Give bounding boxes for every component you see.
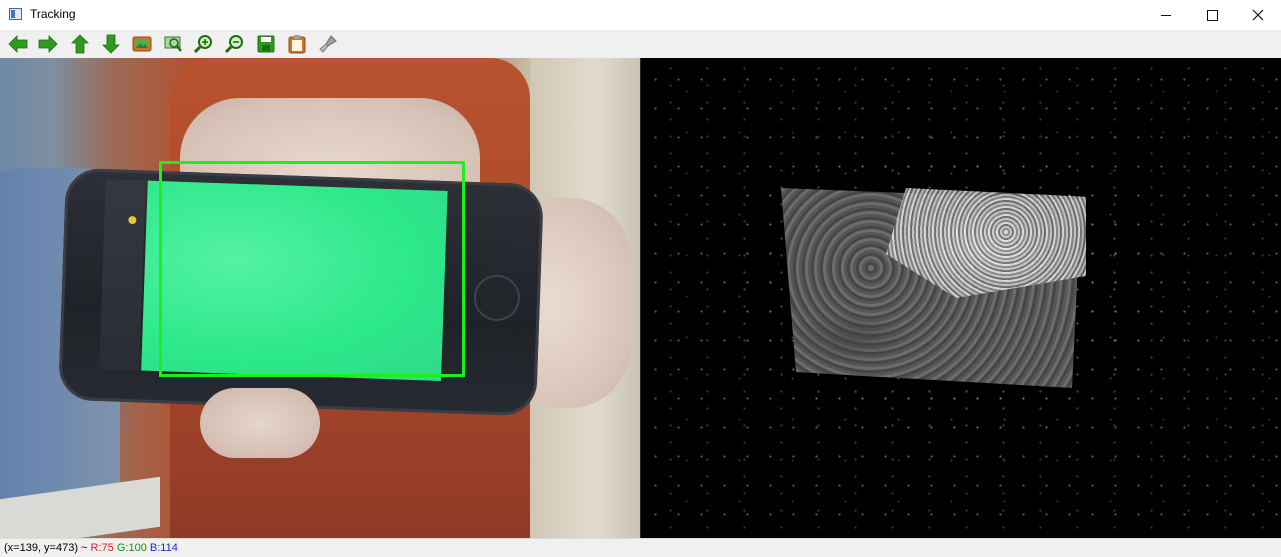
close-icon <box>1252 9 1264 21</box>
zoom-in-button[interactable] <box>193 33 215 55</box>
copy-clipboard-button[interactable] <box>286 33 308 55</box>
maximize-icon <box>1206 9 1218 21</box>
pan-right-button[interactable] <box>37 33 59 55</box>
status-bar: (x=139, y=473) ~ R:75 G:100 B:114 <box>0 538 1281 557</box>
title-bar: Tracking <box>0 0 1281 30</box>
image-fit-icon <box>132 36 152 52</box>
clipboard-icon <box>288 35 306 54</box>
app-window-icon <box>9 8 22 20</box>
window-title: Tracking <box>30 7 76 21</box>
pane-divider <box>640 58 641 538</box>
minimize-icon <box>1161 14 1171 16</box>
status-green: G:100 <box>116 542 147 554</box>
lower-hand <box>200 388 320 458</box>
arrow-left-icon <box>8 35 28 53</box>
status-blue: B:114 <box>149 542 178 554</box>
toolbar <box>0 30 1281 59</box>
status-coords: (x=139, y=473) ~ <box>4 542 88 554</box>
zoom-out-button[interactable] <box>224 33 246 55</box>
arrow-right-icon <box>38 35 58 53</box>
save-icon <box>257 35 275 53</box>
zoom-original-button[interactable] <box>162 33 184 55</box>
phone-browser-bar <box>99 179 146 371</box>
mask-view[interactable] <box>641 58 1281 538</box>
close-button[interactable] <box>1235 0 1281 30</box>
pan-up-button[interactable] <box>69 33 91 55</box>
maximize-button[interactable] <box>1189 0 1235 30</box>
zoom-out-icon <box>225 35 243 54</box>
tracking-box <box>159 161 465 377</box>
phone-glyph <box>128 215 137 225</box>
brush-icon <box>319 35 337 53</box>
pan-down-button[interactable] <box>100 33 122 55</box>
pan-left-button[interactable] <box>7 33 29 55</box>
arrow-up-icon <box>71 34 89 54</box>
zoom-in-icon <box>194 35 212 54</box>
camera-view[interactable] <box>0 58 640 538</box>
properties-button[interactable] <box>317 33 339 55</box>
phone-home-button <box>473 274 521 322</box>
zoom-original-icon <box>164 36 182 52</box>
zoom-fit-button[interactable] <box>131 33 153 55</box>
save-button[interactable] <box>255 33 277 55</box>
minimize-button[interactable] <box>1143 0 1189 30</box>
arrow-down-icon <box>102 34 120 54</box>
status-red: R:75 <box>90 542 114 554</box>
